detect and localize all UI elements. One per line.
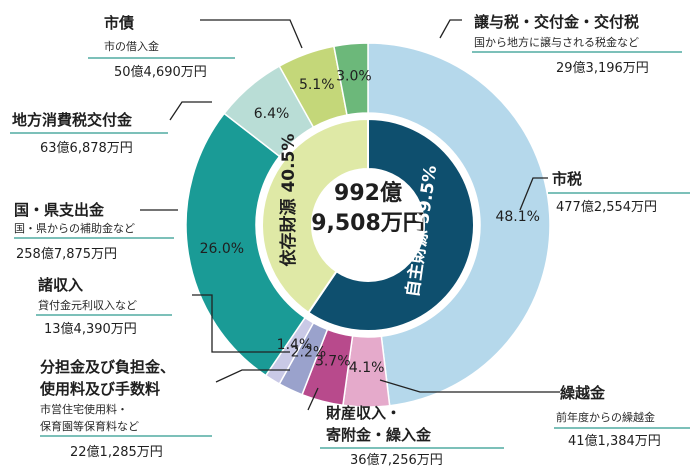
- slice-pct-6: 6.4%: [254, 106, 290, 122]
- label-kurikoshi-amount: 41億1,384万円: [568, 433, 661, 449]
- slice-pct-8: 3.0%: [336, 69, 372, 85]
- label-kokuken-amount: 258億7,875万円: [16, 246, 117, 262]
- total-amount-line2: 9,508万円: [311, 211, 425, 236]
- slice-pct-4: 1.4%: [277, 337, 313, 353]
- label-underlines: [10, 51, 690, 449]
- slice-pct-0: 48.1%: [495, 209, 539, 225]
- label-shoshu-amount: 13億4,390万円: [44, 321, 137, 337]
- slice-pct-5: 26.0%: [200, 241, 244, 257]
- label-zaisan-name1: 財産収入・: [325, 404, 401, 422]
- percent-labels: 48.1% 4.1%3.7%2.2%1.4% 26.0% 6.4% 5.1%3.0%: [200, 69, 540, 376]
- label-chiho-amount: 63億6,878万円: [40, 140, 133, 156]
- label-shisai-amount: 50億4,690万円: [114, 64, 207, 80]
- label-kokuken-desc: 国・県からの補助金など: [14, 221, 135, 235]
- label-shisai-desc: 市の借入金: [104, 39, 159, 53]
- label-joyo-name: 譲与税・交付金・交付税: [474, 13, 639, 31]
- slice-pct-3: 2.2%: [291, 345, 327, 361]
- inner-ring: [261, 117, 475, 332]
- label-shizei-name: 市税: [552, 170, 582, 188]
- label-shizei-amount: 477億2,554万円: [556, 199, 657, 215]
- label-joyo-desc: 国から地方に譲与される税金など: [474, 35, 639, 49]
- label-kokuken-name: 国・県支出金: [14, 201, 105, 219]
- label-shoshu-name: 諸収入: [38, 276, 83, 294]
- inner-slice-1: [261, 117, 369, 315]
- label-buntan-name2: 使用料及び手数料: [39, 380, 160, 398]
- inner-slice-0: [307, 117, 475, 332]
- outer-ring: [185, 42, 551, 408]
- label-buntan-name1: 分担金及び負担金、: [40, 358, 175, 376]
- leader-lines: [140, 19, 560, 411]
- total-amount-line1: 992億: [334, 180, 402, 206]
- slice-pct-1: 4.1%: [349, 360, 385, 376]
- dependent-source-label: 依存財源 40.5%: [278, 134, 299, 267]
- label-chiho-name: 地方消費税交付金: [12, 111, 133, 129]
- label-buntan-desc2: 保育園等保育料など: [40, 419, 139, 433]
- label-kurikoshi-desc: 前年度からの繰越金: [556, 410, 655, 424]
- label-zaisan-name2: 寄附金・繰入金: [326, 426, 432, 444]
- label-buntan-desc1: 市営住宅使用料・: [40, 402, 128, 416]
- label-shisai-name: 市債: [104, 14, 134, 32]
- label-zaisan-amount: 36億7,256万円: [350, 452, 443, 468]
- slice-8: [333, 42, 369, 116]
- slice-pct-7: 5.1%: [299, 77, 335, 93]
- label-joyo-amount: 29億3,196万円: [556, 60, 649, 76]
- slice-0: [367, 42, 551, 407]
- label-shoshu-desc: 貸付金元利収入など: [38, 298, 137, 312]
- slice-5: [185, 112, 307, 377]
- label-buntan-amount: 22億1,285万円: [70, 444, 163, 460]
- label-kurikoshi-name: 繰越金: [560, 384, 606, 402]
- slice-pct-2: 3.7%: [315, 353, 351, 369]
